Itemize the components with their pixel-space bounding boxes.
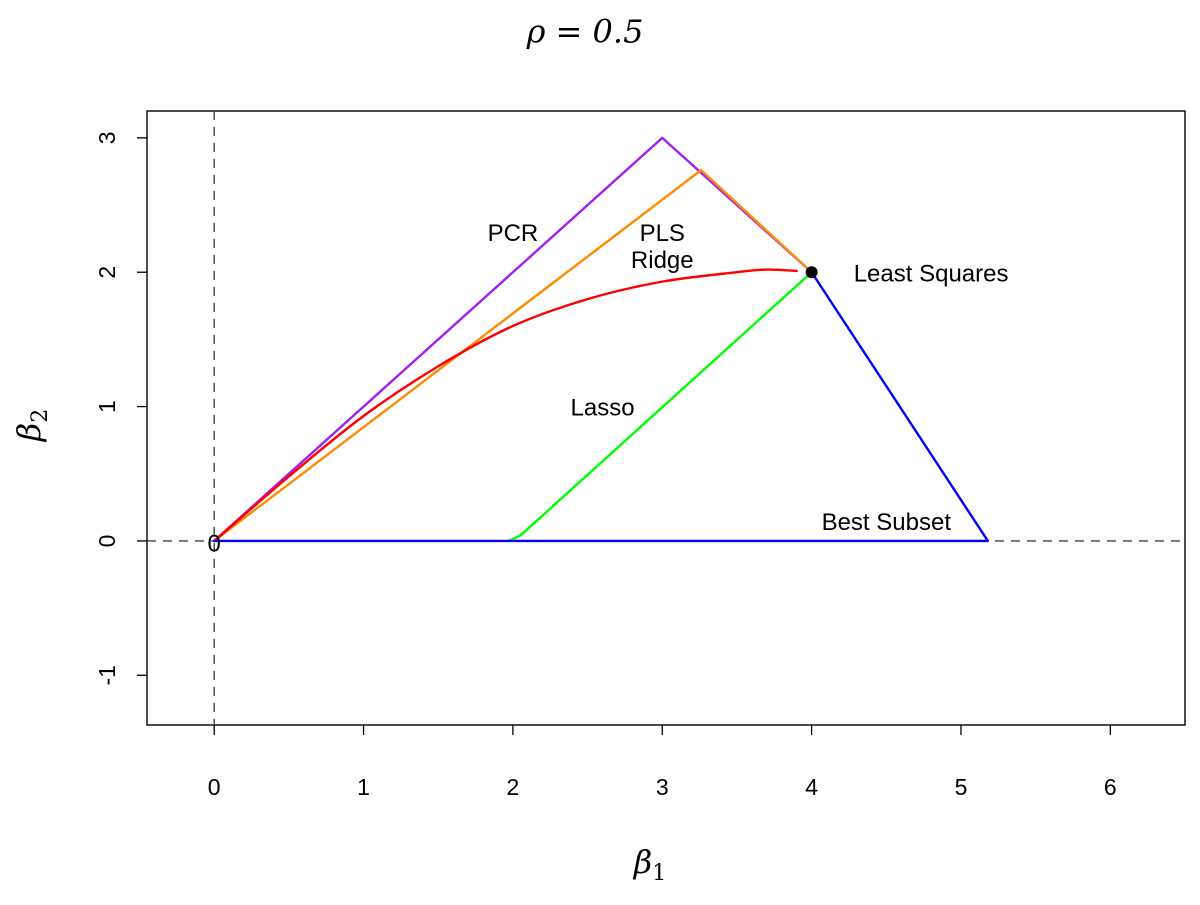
y-axis-label: β2 [10, 409, 53, 443]
x-tick-label: 0 [208, 774, 221, 800]
x-tick-label: 3 [656, 774, 669, 800]
series-line-ridge [213, 268, 798, 543]
titles-layer: ρ = 0.5 β1 β2 [10, 13, 666, 887]
annotation-least-squares: Least Squares [854, 260, 1009, 287]
annotation-lasso: Lasso [571, 395, 635, 422]
x-tick-label: 1 [357, 774, 370, 800]
x-tick-label: 6 [1104, 774, 1117, 800]
series-line-pls [213, 168, 813, 543]
reference-lines-layer [147, 111, 1185, 725]
chart-title: ρ = 0.5 [526, 13, 644, 51]
x-tick-label: 4 [805, 774, 818, 800]
x-tick-label: 5 [955, 774, 968, 800]
y-tick-label: 1 [94, 400, 120, 413]
plot-box [146, 110, 1186, 726]
y-tick-label: -1 [94, 665, 120, 685]
annotation-ridge: Ridge [631, 247, 694, 274]
series-line-best-subset [213, 271, 990, 543]
x-tick-label: 2 [507, 774, 520, 800]
series-line-pcr [213, 136, 813, 543]
y-tick-label: 3 [94, 131, 120, 144]
plot-frame-layer [146, 110, 1186, 726]
annotation-pcr: PCR [488, 220, 539, 247]
axes-layer: 0 1 2 3 4 5 6 -1 0 1 2 3 [94, 131, 1117, 800]
y-tick-label: 2 [94, 266, 120, 279]
y-tick-label: 0 [94, 535, 120, 548]
series-line-lasso [507, 271, 813, 543]
x-axis-label: β1 [633, 843, 667, 886]
annotation-best-subset: Best Subset [822, 509, 952, 536]
special-points-layer [805, 266, 818, 279]
point-least-squares [805, 266, 818, 279]
annotation-0: 0 [208, 530, 221, 557]
series-layer [213, 136, 990, 543]
annotation-pls: PLS [640, 220, 685, 247]
